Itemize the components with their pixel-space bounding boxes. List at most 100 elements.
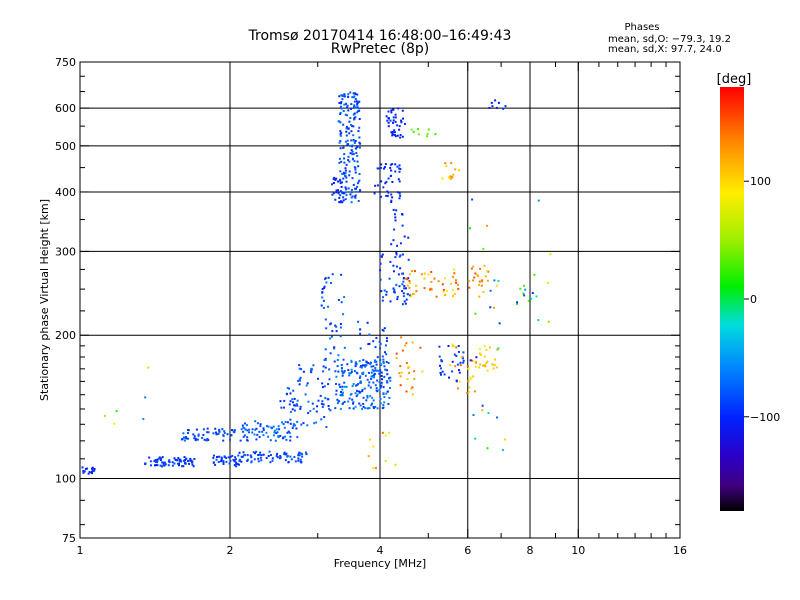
data-point: [181, 438, 184, 440]
data-point: [193, 458, 196, 460]
data-point: [249, 454, 252, 457]
data-point: [453, 353, 456, 356]
data-point: [369, 386, 372, 389]
data-point: [375, 360, 378, 363]
data-point: [481, 409, 484, 412]
data-point: [293, 397, 296, 400]
data-point: [351, 398, 354, 401]
data-point: [244, 422, 246, 425]
data-point: [300, 423, 303, 426]
data-point: [440, 359, 443, 362]
data-point: [423, 287, 426, 290]
data-point: [401, 213, 404, 216]
x-tick-label: 10: [571, 544, 585, 557]
data-point: [354, 98, 357, 100]
data-point: [398, 125, 401, 128]
data-point: [356, 146, 359, 148]
data-point: [350, 201, 353, 204]
data-point: [292, 389, 295, 392]
data-point: [390, 111, 393, 114]
data-point: [360, 381, 362, 384]
data-point: [238, 451, 241, 454]
data-point: [358, 126, 361, 129]
data-point: [233, 460, 236, 463]
data-point: [91, 471, 93, 473]
data-point: [384, 182, 387, 185]
data-point: [403, 287, 406, 290]
data-point: [494, 99, 497, 102]
data-point: [259, 423, 262, 426]
data-point: [458, 380, 461, 383]
data-point: [345, 176, 348, 179]
data-point: [268, 450, 271, 453]
data-point: [388, 377, 390, 380]
data-point: [405, 298, 408, 301]
data-point: [459, 361, 462, 364]
data-point: [398, 255, 401, 258]
data-point: [246, 454, 249, 457]
data-point: [149, 460, 152, 463]
data-point: [440, 360, 443, 363]
data-point: [394, 170, 397, 173]
data-point: [356, 393, 359, 396]
data-point: [337, 180, 339, 183]
data-point: [286, 386, 289, 389]
data-point: [269, 439, 272, 442]
data-point: [399, 168, 402, 170]
data-point: [365, 399, 368, 402]
data-point: [267, 435, 270, 438]
data-point: [307, 412, 310, 414]
data-point: [380, 363, 382, 365]
data-point: [293, 404, 296, 407]
data-point: [191, 460, 194, 463]
data-point: [390, 131, 393, 134]
data-point: [339, 194, 342, 197]
data-point: [338, 102, 341, 104]
data-point: [367, 362, 370, 365]
data-point: [246, 429, 249, 432]
data-point: [350, 371, 353, 373]
data-point: [348, 397, 351, 400]
data-point: [277, 435, 280, 438]
data-point: [469, 227, 471, 230]
data-point: [322, 403, 325, 406]
data-point: [309, 410, 312, 413]
data-point: [82, 470, 85, 472]
data-point: [443, 373, 446, 376]
data-point: [502, 449, 504, 452]
data-point: [387, 110, 390, 113]
data-point: [339, 147, 342, 150]
data-point: [259, 425, 262, 428]
data-point: [240, 460, 243, 463]
data-point: [395, 253, 398, 256]
data-point: [379, 369, 382, 372]
data-point: [337, 192, 340, 195]
data-point: [398, 285, 401, 288]
data-point: [354, 140, 357, 142]
colorbar-ticks: 100 0 −100: [744, 175, 780, 424]
stats-line-x: mean, sd,X: 97.7, 24.0: [608, 44, 722, 55]
data-point: [486, 279, 489, 282]
data-point: [339, 179, 342, 182]
data-point: [405, 287, 407, 290]
data-point: [185, 457, 188, 460]
data-point: [342, 391, 344, 394]
data-point: [357, 180, 360, 183]
data-point: [339, 335, 342, 338]
data-point: [233, 431, 236, 434]
data-point: [350, 108, 353, 110]
data-point: [385, 361, 388, 363]
data-point: [359, 380, 362, 383]
data-point: [347, 95, 349, 98]
data-point: [386, 119, 389, 122]
data-point: [217, 461, 220, 463]
data-point: [381, 299, 384, 302]
data-point: [405, 390, 408, 393]
data-point: [411, 270, 414, 272]
data-point: [352, 383, 355, 385]
data-point: [387, 125, 390, 128]
data-point: [380, 381, 383, 384]
data-point: [358, 173, 361, 175]
data-point: [368, 381, 371, 384]
data-point: [343, 93, 346, 96]
